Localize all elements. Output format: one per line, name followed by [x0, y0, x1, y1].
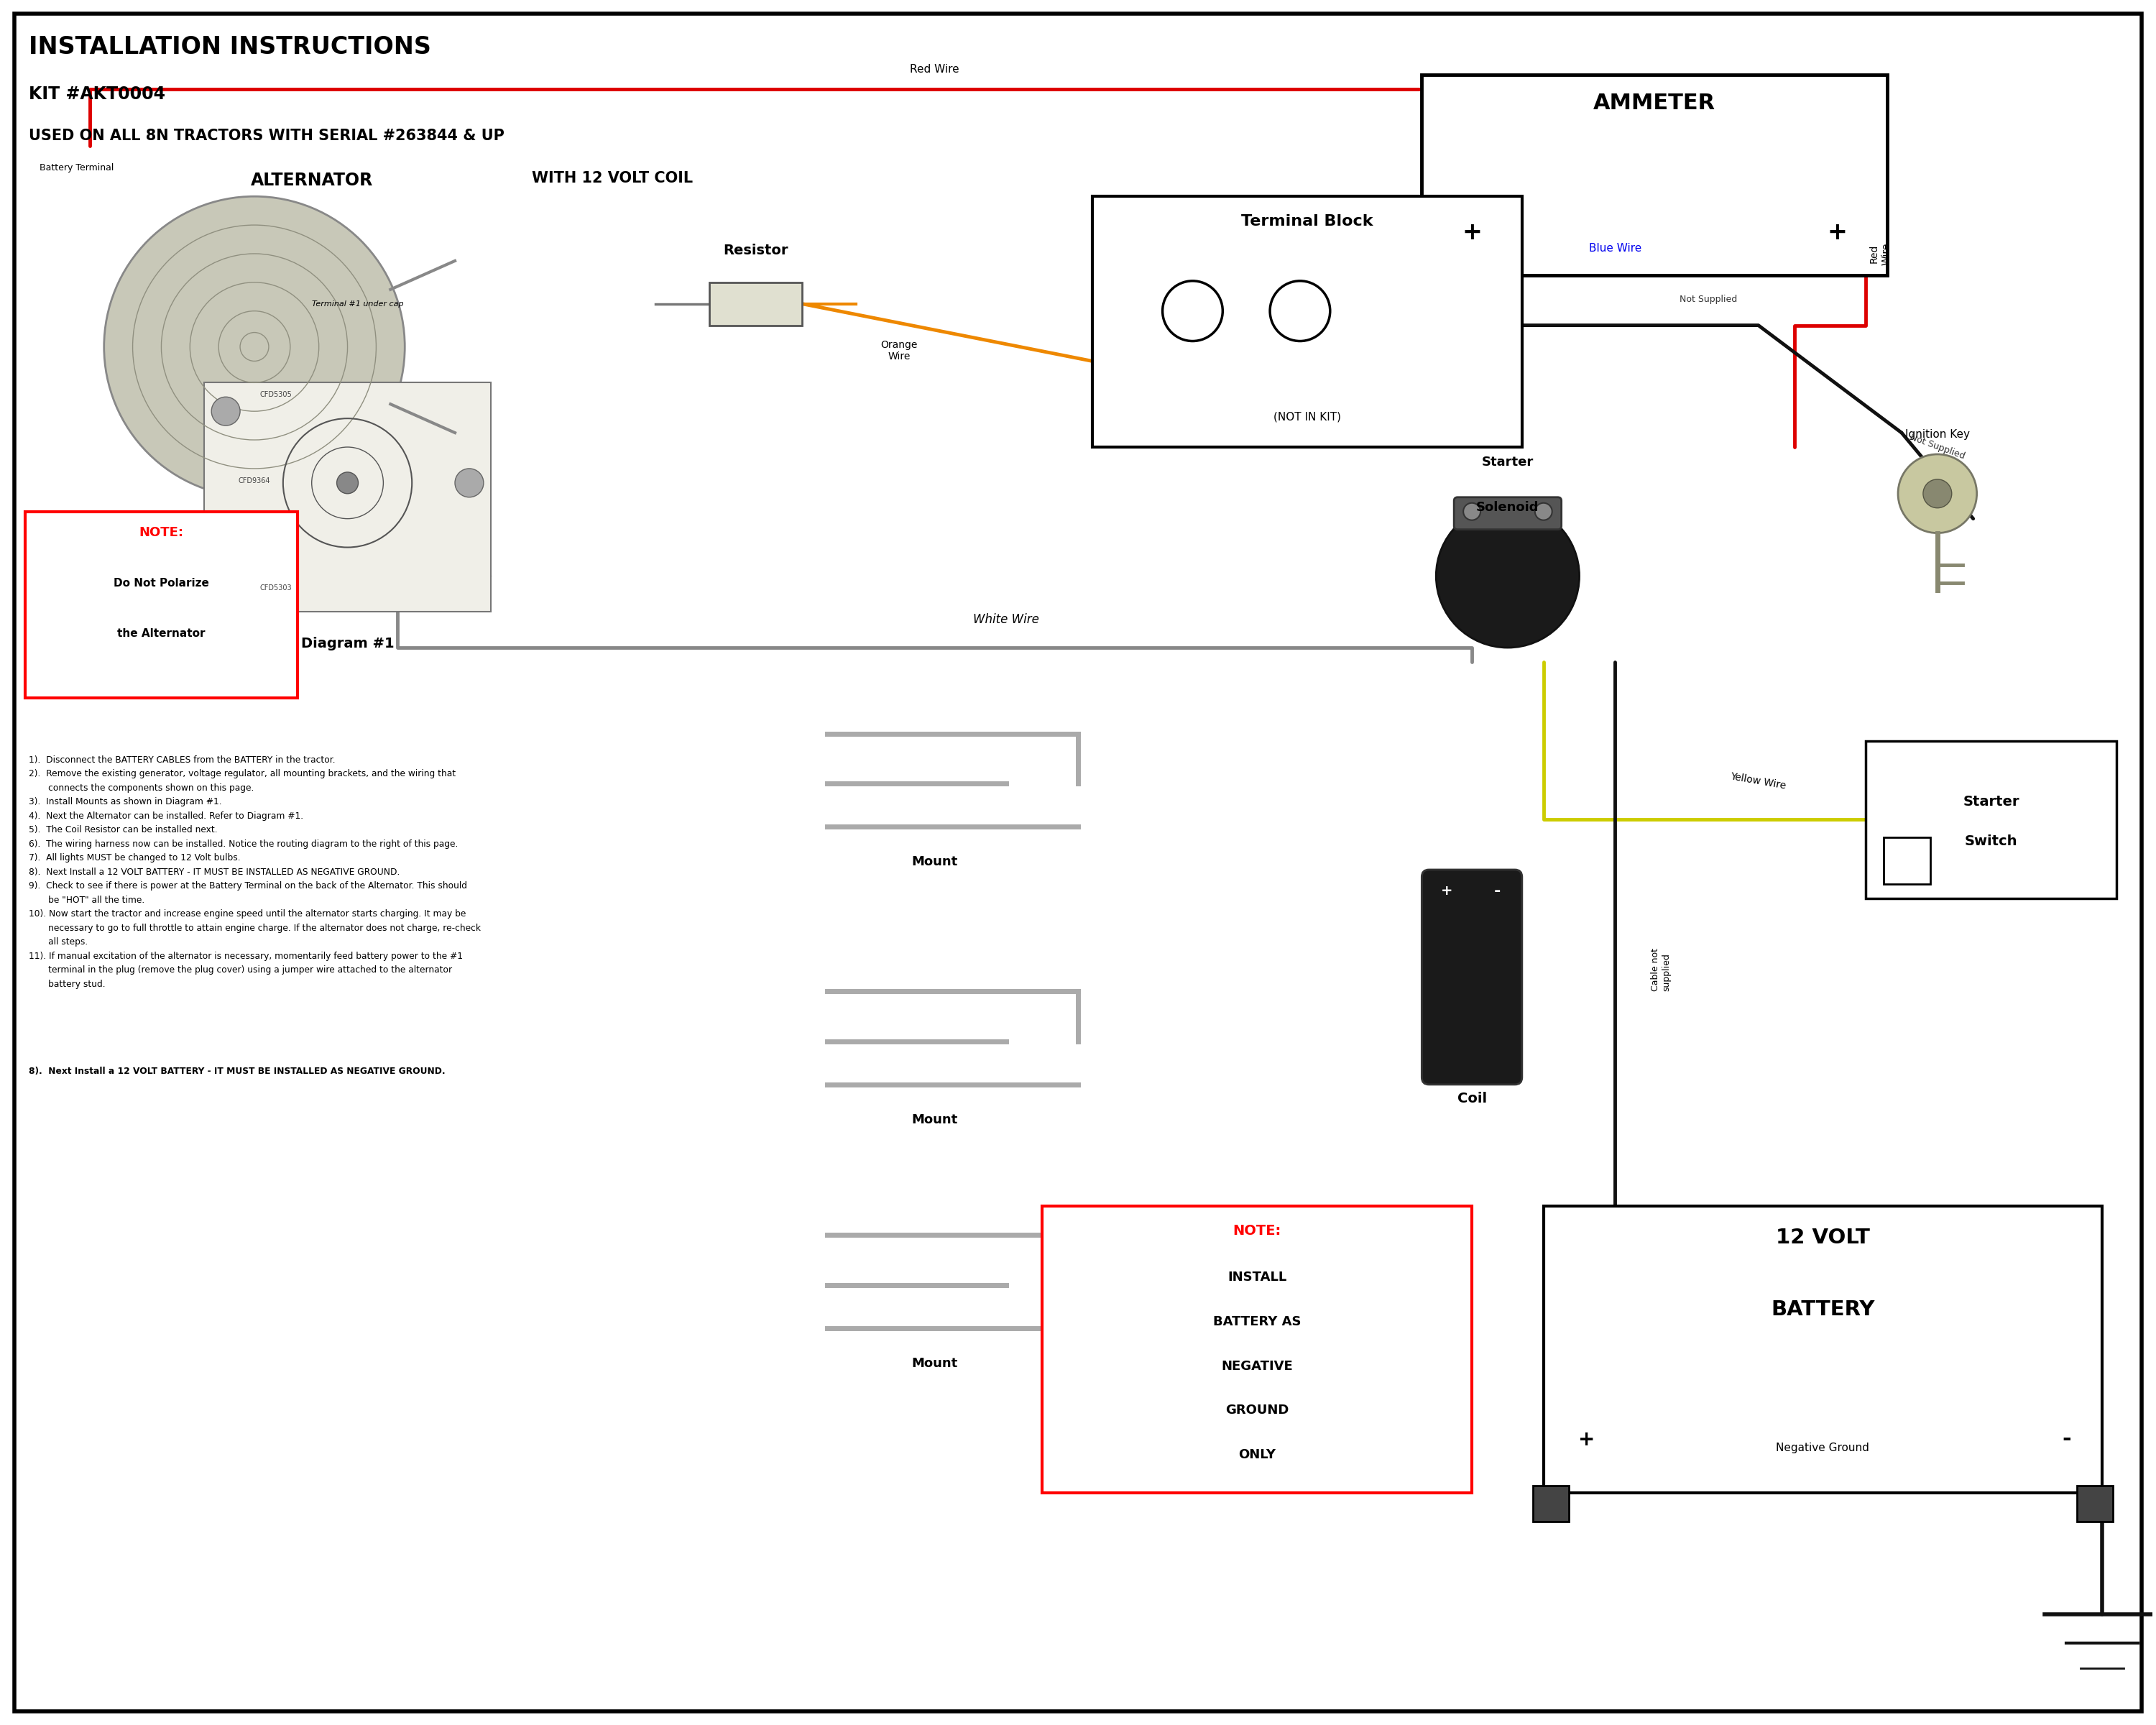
Text: BATTERY: BATTERY [1770, 1299, 1876, 1320]
Text: +: + [1440, 885, 1453, 899]
Text: the Alternator: the Alternator [116, 628, 205, 638]
Circle shape [211, 562, 239, 590]
Text: Switch: Switch [1964, 835, 2018, 849]
Text: INSTALLATION INSTRUCTIONS: INSTALLATION INSTRUCTIONS [28, 34, 431, 59]
Circle shape [1464, 504, 1481, 521]
Text: BATTERY AS: BATTERY AS [1214, 1314, 1300, 1328]
Text: Solenoid: Solenoid [1477, 500, 1539, 514]
Text: Negative Ground: Negative Ground [1777, 1442, 1869, 1454]
Text: CFD5305: CFD5305 [261, 392, 291, 398]
Text: ONLY: ONLY [1238, 1449, 1276, 1461]
Text: Starter: Starter [1481, 455, 1533, 469]
FancyBboxPatch shape [1865, 740, 2117, 899]
Circle shape [455, 469, 483, 497]
Text: White Wire: White Wire [972, 612, 1039, 626]
Text: 1).  Disconnect the BATTERY CABLES from the BATTERY in the tractor.
2).  Remove : 1). Disconnect the BATTERY CABLES from t… [28, 756, 481, 988]
Text: Do Not Polarize: Do Not Polarize [114, 578, 209, 588]
Text: Coil: Coil [1457, 1092, 1488, 1106]
Text: -: - [1494, 883, 1501, 899]
Text: NEGATIVE: NEGATIVE [1220, 1359, 1294, 1373]
Text: Terminal #1 under cap: Terminal #1 under cap [313, 300, 403, 307]
FancyBboxPatch shape [1884, 837, 1930, 883]
Circle shape [103, 197, 405, 497]
Text: CFD9364: CFD9364 [239, 478, 270, 485]
FancyBboxPatch shape [1421, 74, 1886, 276]
Text: Resistor: Resistor [722, 243, 789, 257]
Circle shape [1535, 504, 1552, 521]
FancyBboxPatch shape [26, 512, 298, 697]
Text: Diagram #1: Diagram #1 [302, 637, 395, 650]
Text: Not Supplied: Not Supplied [1908, 433, 1966, 461]
Text: WITH 12 VOLT COIL: WITH 12 VOLT COIL [533, 171, 692, 186]
Text: NOTE:: NOTE: [1233, 1225, 1281, 1239]
FancyBboxPatch shape [1041, 1206, 1473, 1492]
Text: Mount: Mount [912, 856, 957, 868]
Text: 8).  Next Install a 12 VOLT BATTERY - IT MUST BE INSTALLED AS NEGATIVE GROUND.: 8). Next Install a 12 VOLT BATTERY - IT … [28, 1066, 446, 1076]
Text: Battery Terminal: Battery Terminal [39, 164, 114, 172]
Text: Cable not
supplied: Cable not supplied [1651, 949, 1671, 992]
Circle shape [1436, 504, 1580, 647]
Text: USED ON ALL 8N TRACTORS WITH SERIAL #263844 & UP: USED ON ALL 8N TRACTORS WITH SERIAL #263… [28, 128, 505, 143]
Text: CFD5303: CFD5303 [261, 585, 291, 592]
Circle shape [211, 397, 239, 426]
Text: +: + [1462, 221, 1481, 243]
FancyBboxPatch shape [709, 283, 802, 326]
Text: 12 VOLT: 12 VOLT [1777, 1228, 1869, 1247]
Circle shape [1923, 480, 1951, 507]
FancyBboxPatch shape [1421, 869, 1522, 1085]
Text: Not Supplied: Not Supplied [1680, 295, 1738, 304]
Text: Ignition Key: Ignition Key [1906, 430, 1971, 440]
Text: ALTERNATOR: ALTERNATOR [250, 172, 373, 190]
Text: Red
Wire: Red Wire [1869, 243, 1891, 266]
Text: Blue Wire: Blue Wire [1589, 243, 1641, 254]
Text: Orange
Wire: Orange Wire [880, 340, 918, 361]
Text: Terminal Block: Terminal Block [1242, 214, 1373, 229]
Text: Mount: Mount [912, 1113, 957, 1126]
FancyBboxPatch shape [205, 383, 492, 612]
FancyBboxPatch shape [1453, 497, 1561, 530]
FancyBboxPatch shape [2076, 1485, 2113, 1521]
Circle shape [336, 473, 358, 493]
Text: INSTALL: INSTALL [1227, 1271, 1287, 1283]
Text: Mount: Mount [912, 1358, 957, 1370]
Circle shape [1897, 454, 1977, 533]
Text: +: + [1578, 1430, 1595, 1449]
Text: GROUND: GROUND [1225, 1404, 1289, 1416]
FancyBboxPatch shape [1544, 1206, 2102, 1492]
Text: -: - [2061, 1428, 2072, 1449]
FancyBboxPatch shape [15, 14, 2141, 1711]
Text: +: + [1826, 221, 1848, 243]
Text: KIT #AKT0004: KIT #AKT0004 [28, 85, 166, 102]
FancyBboxPatch shape [1533, 1485, 1570, 1521]
Text: (NOT IN KIT): (NOT IN KIT) [1274, 411, 1341, 423]
FancyBboxPatch shape [1093, 197, 1522, 447]
Text: Red Wire: Red Wire [910, 64, 959, 74]
Text: AMMETER: AMMETER [1593, 93, 1716, 114]
Text: Starter: Starter [1962, 795, 2020, 809]
Text: NOTE:: NOTE: [138, 526, 183, 538]
Text: Yellow Wire: Yellow Wire [1729, 771, 1787, 790]
